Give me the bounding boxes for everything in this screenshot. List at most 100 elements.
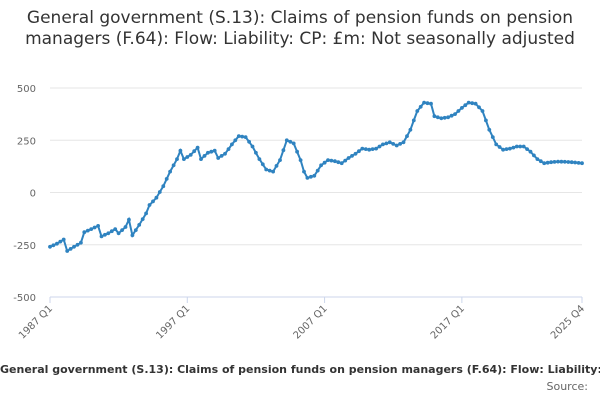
data-point[interactable] [55,241,59,246]
data-point[interactable] [535,157,540,162]
data-point[interactable] [188,153,193,157]
data-point[interactable] [569,160,574,165]
data-point[interactable] [350,154,354,158]
data-point[interactable] [329,158,334,163]
data-point[interactable] [116,231,121,236]
data-point[interactable] [411,118,416,123]
data-point[interactable] [538,159,543,164]
data-point[interactable] [322,160,327,165]
data-point[interactable] [137,223,142,227]
data-point[interactable] [363,147,368,152]
data-point[interactable] [240,134,245,139]
data-point[interactable] [473,101,478,106]
data-point[interactable] [161,184,166,189]
data-point[interactable] [216,156,221,160]
data-point[interactable] [140,217,145,222]
data-point[interactable] [391,142,396,146]
data-point[interactable] [460,106,464,110]
data-point[interactable] [398,142,402,146]
data-point[interactable] [171,163,176,168]
data-point[interactable] [82,230,87,235]
data-point[interactable] [559,159,564,164]
data-point[interactable] [61,237,66,242]
data-point[interactable] [206,150,210,155]
data-point[interactable] [432,114,437,119]
data-point[interactable] [291,141,296,146]
data-point[interactable] [254,150,258,155]
data-point[interactable] [250,144,255,149]
data-point[interactable] [494,142,499,147]
data-point[interactable] [168,169,173,174]
data-point[interactable] [576,161,581,165]
data-point[interactable] [312,173,317,178]
data-point[interactable] [281,148,286,153]
data-point[interactable] [387,140,392,145]
data-point[interactable] [453,112,457,116]
data-point[interactable] [72,244,76,249]
data-point[interactable] [126,217,131,222]
data-point[interactable] [439,116,444,121]
data-point[interactable] [226,147,231,152]
data-point[interactable] [271,169,275,174]
data-point[interactable] [147,203,152,207]
data-point[interactable] [518,144,523,149]
data-point[interactable] [377,144,382,149]
data-point[interactable] [295,149,299,154]
data-point[interactable] [123,225,128,229]
data-point[interactable] [133,228,138,233]
data-point[interactable] [151,199,155,204]
data-point[interactable] [353,151,358,156]
data-point[interactable] [109,229,114,234]
series-line[interactable] [49,101,583,253]
data-point[interactable] [309,174,313,179]
data-point[interactable] [247,139,252,144]
data-point[interactable] [65,249,70,253]
data-point[interactable] [435,115,440,120]
data-point[interactable] [85,228,90,233]
data-point[interactable] [120,228,124,233]
data-point[interactable] [415,109,420,113]
data-point[interactable] [96,224,100,228]
data-point[interactable] [58,239,63,244]
data-point[interactable] [219,154,224,158]
data-point[interactable] [429,101,433,106]
data-point[interactable] [470,101,475,106]
data-point[interactable] [278,158,282,163]
data-point[interactable] [164,177,169,181]
data-point[interactable] [480,109,485,113]
data-point[interactable] [236,134,241,139]
data-point[interactable] [130,233,135,238]
data-point[interactable] [408,127,413,132]
data-point[interactable] [528,149,533,154]
data-point[interactable] [178,148,183,153]
data-point[interactable] [264,167,269,172]
data-point[interactable] [212,148,217,153]
data-point[interactable] [374,146,378,151]
data-point[interactable] [154,195,159,200]
data-point[interactable] [442,115,447,120]
data-point[interactable] [556,159,560,164]
data-point[interactable] [394,143,399,148]
data-point[interactable] [360,146,365,151]
series-group[interactable] [48,100,584,253]
data-point[interactable] [209,149,214,154]
data-point[interactable] [243,135,248,140]
data-point[interactable] [48,244,52,249]
data-point[interactable] [333,159,337,164]
data-point[interactable] [230,142,234,147]
data-point[interactable] [106,231,111,236]
data-point[interactable] [305,176,310,180]
data-point[interactable] [549,160,553,165]
data-point[interactable] [223,151,227,156]
data-point[interactable] [75,242,80,247]
data-point[interactable] [504,147,509,152]
data-point[interactable] [79,240,83,245]
data-point[interactable] [319,163,323,168]
data-point[interactable] [521,144,526,149]
data-point[interactable] [463,103,468,108]
data-point[interactable] [51,243,56,248]
data-point[interactable] [199,157,203,162]
data-point[interactable] [542,161,547,166]
data-point[interactable] [367,147,372,152]
data-point[interactable] [274,164,279,168]
